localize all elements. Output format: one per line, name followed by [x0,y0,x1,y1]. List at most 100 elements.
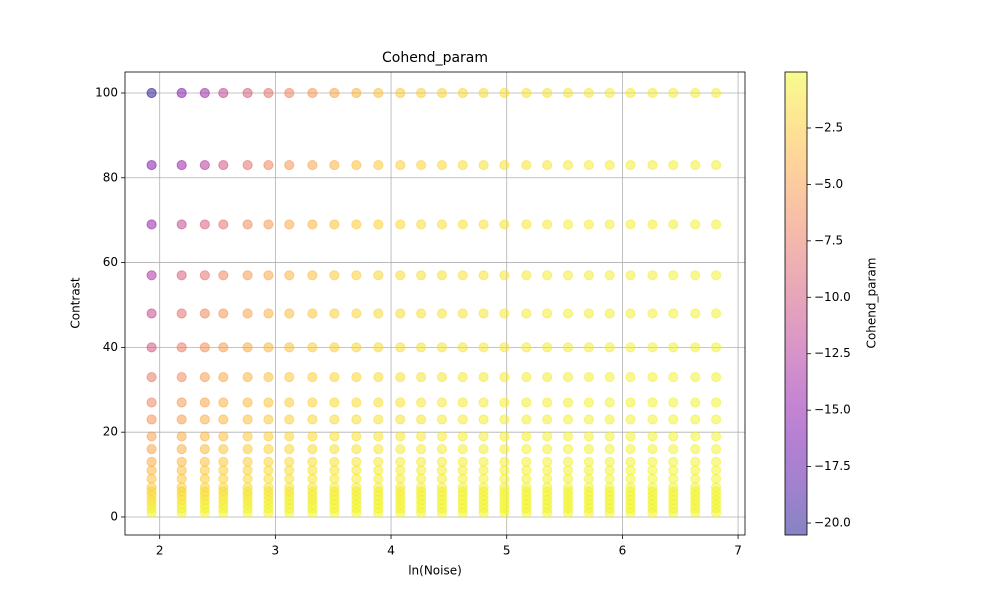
point [499,270,510,281]
point [263,414,274,425]
point [499,473,510,484]
point [395,431,406,442]
point [625,342,636,353]
point [436,507,448,518]
point [478,308,489,319]
point [146,342,157,353]
point [542,456,553,467]
point [242,308,253,319]
point [690,308,701,319]
point [199,414,210,425]
point [329,159,340,171]
point [329,473,340,484]
point [395,308,406,319]
point [329,308,340,319]
point [604,465,615,476]
point [176,444,187,455]
point [242,456,253,467]
x-tick-label: 5 [503,544,511,558]
point [478,342,489,353]
point [351,159,362,171]
point [395,456,406,467]
point [284,414,295,425]
point [395,473,406,484]
point [284,444,295,455]
point [647,159,658,171]
point [242,342,253,353]
point [604,507,615,518]
point [604,414,615,425]
point [351,219,362,230]
point [690,473,701,484]
point [218,371,229,383]
point [668,371,679,383]
point [668,507,679,518]
point [284,308,295,319]
point [263,87,274,99]
point [499,219,510,230]
point [690,507,701,518]
point [521,507,532,518]
point [457,308,468,319]
point [373,270,384,281]
point [457,414,468,425]
point [146,270,157,281]
point [521,308,532,319]
point [521,342,532,353]
point [668,414,679,425]
point [710,473,722,484]
point [416,507,427,518]
point [373,342,384,353]
point [542,342,553,353]
point [521,371,532,383]
point [457,270,468,281]
point [604,159,615,171]
point [395,270,406,281]
point [647,473,658,484]
point [199,431,210,442]
point [176,507,187,518]
point [647,87,658,99]
point [478,456,489,467]
y-tick-label: 80 [103,170,118,184]
point [242,219,253,230]
point [457,219,468,230]
point [583,444,594,455]
point [625,371,636,383]
point [263,397,274,408]
point [307,444,318,455]
point [263,219,274,230]
point [604,444,615,455]
point [242,270,253,281]
point [416,444,427,455]
point [583,219,594,230]
point [329,431,340,442]
point [263,431,274,442]
point [199,444,210,455]
point [625,87,636,99]
point [647,397,658,408]
point [263,371,274,383]
point [218,397,229,408]
colorbar [784,71,808,536]
colorbar-tick-label: −17.5 [814,459,851,473]
point [625,270,636,281]
point [583,371,594,383]
point [329,371,340,383]
point [499,414,510,425]
point [542,507,553,518]
point [521,159,532,171]
point [478,414,489,425]
point [436,465,448,476]
colorbar-tick-label: −10.0 [814,290,851,304]
point [436,431,448,442]
point [457,159,468,171]
point [146,397,157,408]
point [521,87,532,99]
point [416,308,427,319]
point [307,342,318,353]
point [604,270,615,281]
point [176,87,187,99]
point [690,371,701,383]
point [242,87,253,99]
